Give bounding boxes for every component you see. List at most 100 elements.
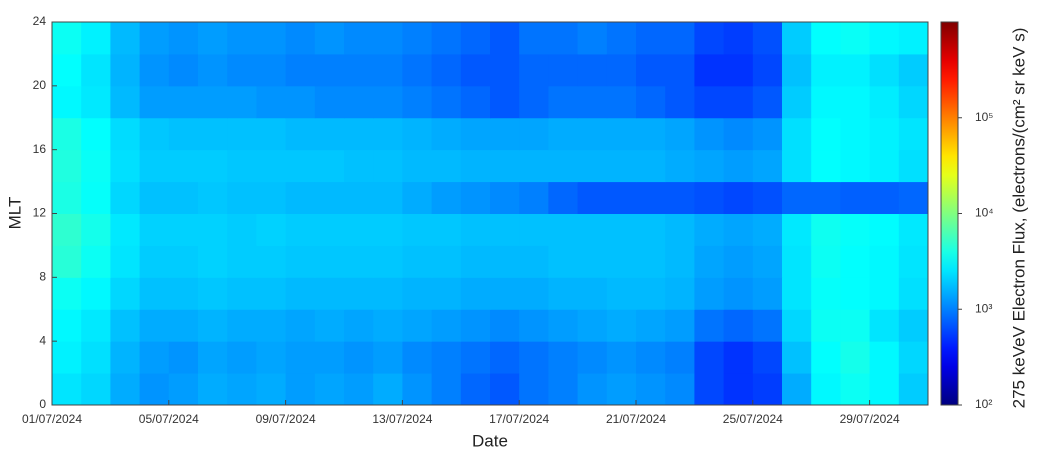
heatmap-cell <box>606 213 637 246</box>
heatmap-cell <box>314 309 345 342</box>
heatmap-cell <box>139 213 170 246</box>
heatmap-cell <box>314 181 345 214</box>
heatmap-cell <box>227 245 257 278</box>
heatmap-cell <box>723 181 754 214</box>
heatmap-cell <box>431 309 462 342</box>
heatmap-cell <box>782 22 812 55</box>
heatmap-cell <box>344 149 374 183</box>
heatmap-cell <box>577 181 608 214</box>
heatmap-cell <box>636 373 666 406</box>
heatmap-cell <box>898 277 929 310</box>
heatmap-cell <box>694 181 725 214</box>
heatmap-cell <box>431 277 462 310</box>
heatmap-cell <box>694 213 725 246</box>
heatmap-cell <box>869 149 900 183</box>
heatmap-cell <box>139 53 170 87</box>
heatmap-cell <box>460 309 491 342</box>
heatmap-cell <box>811 85 841 119</box>
heatmap-cell <box>52 309 82 342</box>
heatmap-cell <box>694 309 725 342</box>
heatmap-cell <box>81 149 111 183</box>
heatmap-cell <box>752 181 783 214</box>
heatmap-cell <box>227 22 257 55</box>
heatmap-cell <box>869 117 900 151</box>
heatmap-cell <box>752 22 783 55</box>
heatmap-cell <box>665 53 695 87</box>
heatmap-cell <box>519 117 549 151</box>
heatmap-cell <box>490 277 520 310</box>
heatmap-cell <box>256 53 287 87</box>
y-axis-label: MLT <box>5 197 24 230</box>
heatmap-cell <box>314 213 345 246</box>
heatmap-cell <box>227 277 257 310</box>
heatmap-cell <box>198 373 228 406</box>
heatmap-cell <box>460 181 491 214</box>
heatmap-cell <box>431 181 462 214</box>
heatmap-cell <box>840 149 871 183</box>
heatmap-cell <box>898 53 929 87</box>
heatmap-cell <box>168 277 199 310</box>
heatmap-cell <box>139 22 170 55</box>
heatmap-cell <box>752 53 783 87</box>
heatmap-cell <box>752 309 783 342</box>
heatmap-cell <box>110 53 141 87</box>
heatmap-cell <box>811 309 841 342</box>
heatmap-cell <box>636 341 666 374</box>
heatmap-cell <box>636 213 666 246</box>
heatmap-cell <box>606 117 637 151</box>
heatmap-cell <box>606 373 637 406</box>
heatmap-cell <box>636 117 666 151</box>
heatmap-cell <box>431 245 462 278</box>
heatmap-cell <box>782 213 812 246</box>
heatmap-cell <box>110 277 141 310</box>
heatmap-cell <box>402 181 433 214</box>
heatmap-cell <box>460 341 491 374</box>
heatmap-cell <box>869 277 900 310</box>
heatmap-cell <box>519 85 549 119</box>
heatmap-cell <box>227 181 257 214</box>
colorbar-tick-label: 10⁵ <box>975 110 993 124</box>
heatmap-cell <box>460 53 491 87</box>
heatmap-cell <box>256 213 287 246</box>
heatmap-cell <box>285 53 316 87</box>
heatmap-cell <box>81 245 111 278</box>
heatmap-cell <box>548 85 579 119</box>
heatmap-cell <box>577 245 608 278</box>
heatmap-cell <box>898 117 929 151</box>
heatmap-cell <box>840 85 871 119</box>
heatmap-cell <box>577 373 608 406</box>
heatmap-cell <box>139 181 170 214</box>
heatmap-cell <box>811 213 841 246</box>
heatmap-cell <box>606 53 637 87</box>
heatmap-cell <box>198 245 228 278</box>
heatmap-cell <box>431 22 462 55</box>
heatmap-cell <box>373 309 403 342</box>
heatmap-cell <box>752 85 783 119</box>
heatmap-cell <box>168 213 199 246</box>
heatmap-cell <box>606 85 637 119</box>
heatmap-cell <box>402 149 433 183</box>
heatmap-cell <box>431 85 462 119</box>
heatmap-cell <box>460 85 491 119</box>
heatmap-cell <box>344 22 374 55</box>
heatmap-cell <box>898 373 929 406</box>
heatmap-cell <box>198 53 228 87</box>
heatmap-cell <box>314 53 345 87</box>
heatmap-cell <box>490 245 520 278</box>
y-tick-label: 0 <box>39 397 46 411</box>
heatmap-cell <box>52 213 82 246</box>
heatmap-cell <box>402 277 433 310</box>
heatmap-cell <box>52 181 82 214</box>
heatmap-cell <box>198 85 228 119</box>
heatmap-cell <box>694 277 725 310</box>
heatmap-cell <box>139 245 170 278</box>
heatmap-cell <box>285 85 316 119</box>
heatmap-cell <box>81 22 111 55</box>
heatmap-cell <box>606 22 637 55</box>
heatmap-cell <box>139 309 170 342</box>
heatmap-cell <box>139 117 170 151</box>
heatmap-cell <box>110 149 141 183</box>
heatmap-cell <box>519 373 549 406</box>
heatmap-cell <box>168 85 199 119</box>
heatmap-cell <box>665 181 695 214</box>
